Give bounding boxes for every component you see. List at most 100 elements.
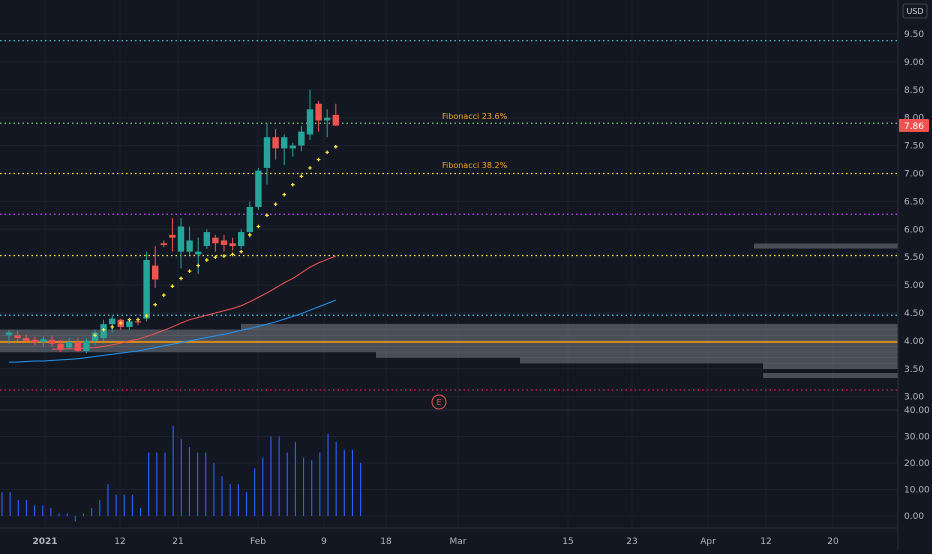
- volume-tick-label: 40.00: [904, 406, 930, 416]
- candle-body[interactable]: [169, 234, 176, 238]
- candle-body[interactable]: [272, 137, 279, 149]
- last-price-tag: 7.86: [899, 119, 929, 132]
- candle-body[interactable]: [281, 137, 288, 149]
- candle-body[interactable]: [289, 145, 296, 149]
- candle-body[interactable]: [246, 206, 253, 233]
- price-tick-label: 9.00: [904, 58, 924, 68]
- volume-profile-bar: [763, 372, 898, 378]
- psar-dot: [110, 325, 114, 329]
- candle-body[interactable]: [263, 137, 271, 168]
- grid-lines: [0, 0, 898, 528]
- earnings-circle-icon[interactable]: [431, 394, 447, 410]
- last-price-bg: [899, 119, 929, 132]
- candle-body[interactable]: [220, 240, 228, 245]
- currency-button[interactable]: USD: [902, 3, 928, 19]
- psar-dot: [136, 317, 140, 322]
- candlestick-series: [5, 89, 339, 354]
- psar-dot: [127, 317, 132, 322]
- price-tick-label: 4.00: [904, 337, 924, 347]
- candle-body[interactable]: [315, 103, 322, 121]
- candle-body[interactable]: [152, 265, 159, 280]
- candle-body[interactable]: [14, 335, 21, 339]
- earnings-marker[interactable]: E: [431, 394, 447, 410]
- parabolic-sar: [93, 144, 338, 338]
- psar-dot: [196, 263, 200, 268]
- candle-body[interactable]: [324, 117, 331, 121]
- volume-bars: [1, 425, 362, 522]
- psar-dot: [119, 321, 123, 325]
- candle-body[interactable]: [255, 170, 262, 207]
- candle-body[interactable]: [74, 342, 81, 351]
- candle-body[interactable]: [195, 251, 202, 255]
- price-tick-label: 8.00: [904, 114, 924, 124]
- candle-body[interactable]: [212, 237, 219, 244]
- psar-dot: [273, 202, 278, 206]
- psar-dot: [179, 276, 183, 281]
- time-tick-label: Apr: [700, 537, 716, 547]
- candle-body[interactable]: [109, 318, 116, 325]
- candle-body[interactable]: [57, 343, 64, 350]
- candle-body[interactable]: [229, 243, 236, 247]
- volume-tick-label: 30.00: [904, 433, 930, 443]
- currency-box: [902, 3, 928, 19]
- earnings-letter: E: [436, 398, 441, 407]
- time-tick-label: Mar: [450, 537, 467, 547]
- volume-profile-bar: [0, 346, 898, 353]
- candle-body[interactable]: [238, 232, 245, 247]
- psar-dot: [101, 327, 106, 332]
- psar-dot: [187, 269, 192, 273]
- candle-body[interactable]: [143, 259, 150, 319]
- time-tick-label: 15: [562, 537, 573, 547]
- candle-body[interactable]: [177, 226, 185, 252]
- candle-body[interactable]: [40, 339, 47, 343]
- volume-axis[interactable]: 0.00 10.00 20.00 30.00 40.00: [904, 406, 930, 522]
- volume-tick-label: 20.00: [904, 459, 930, 469]
- ma-fast-line[interactable]: [52, 255, 336, 350]
- time-tick-label: 2021: [32, 537, 57, 547]
- psar-dot: [248, 233, 252, 237]
- price-axis[interactable]: 3.00 3.50 4.00 4.50 5.00 5.50 6.00 6.50 7.00 7.50…: [904, 30, 924, 403]
- currency-label: USD: [906, 7, 923, 16]
- candle-body[interactable]: [66, 342, 73, 348]
- psar-dot: [308, 166, 312, 170]
- candle-body[interactable]: [31, 339, 38, 343]
- last-price-value: 7.86: [904, 122, 924, 132]
- price-tick-label: 4.50: [904, 309, 924, 319]
- volume-profile-bar: [241, 323, 898, 330]
- fib-382-label: Fibonacci 38.2%: [442, 161, 508, 170]
- psar-dot: [256, 224, 261, 229]
- psar-dot: [144, 313, 149, 318]
- candle-body[interactable]: [160, 243, 167, 245]
- price-tick-label: 7.00: [904, 170, 924, 180]
- time-tick-label: 20: [827, 537, 839, 547]
- psar-dot: [334, 144, 338, 149]
- candle-body[interactable]: [48, 339, 56, 344]
- psar-dot: [170, 284, 175, 289]
- psar-dot: [291, 182, 295, 187]
- price-tick-label: 9.50: [904, 30, 924, 40]
- candle-body[interactable]: [186, 240, 193, 252]
- candle-body[interactable]: [5, 332, 13, 336]
- candle-body[interactable]: [126, 321, 133, 327]
- time-axis[interactable]: 2021 12 21 Feb 9 18 Mar 15 23 Apr 12 20: [32, 537, 839, 547]
- price-tick-label: 5.50: [904, 253, 924, 263]
- psar-dot: [239, 249, 243, 254]
- candle-body[interactable]: [306, 109, 314, 135]
- candle-body[interactable]: [23, 338, 30, 341]
- psar-dot: [325, 150, 329, 155]
- candle-body[interactable]: [83, 340, 90, 351]
- price-tick-label: 5.00: [904, 281, 924, 291]
- candle-body[interactable]: [332, 114, 339, 126]
- ma-slow-line[interactable]: [9, 299, 336, 363]
- candle-body[interactable]: [298, 131, 305, 146]
- time-tick-label: 9: [321, 537, 327, 547]
- psar-dot: [213, 255, 218, 259]
- candle-body[interactable]: [203, 232, 210, 247]
- candle-body[interactable]: [134, 321, 142, 323]
- moving-averages: [9, 255, 336, 363]
- psar-dot: [230, 252, 235, 257]
- time-tick-label: 12: [760, 537, 771, 547]
